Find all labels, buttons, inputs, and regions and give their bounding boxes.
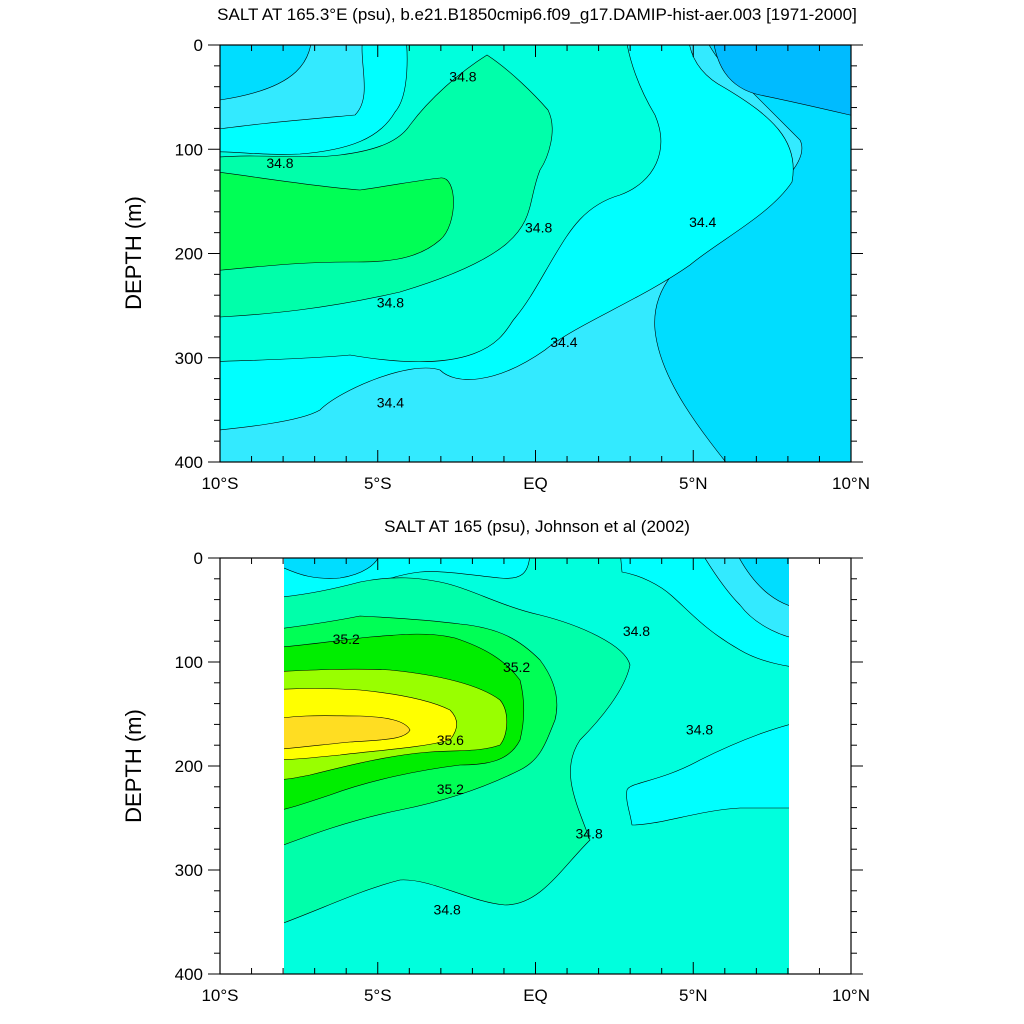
panel-2-title: SALT AT 165 (psu), Johnson et al (2002) — [384, 517, 690, 536]
panel-2: SALT AT 165 (psu), Johnson et al (2002) — [121, 517, 870, 1005]
contour-label: 34.8 — [623, 623, 650, 639]
contour-label: 34.4 — [377, 395, 404, 411]
fill-34-4-tl — [284, 558, 379, 579]
y-tick-label: 400 — [175, 453, 203, 472]
contour-label: 34.8 — [377, 294, 404, 310]
panel-2-contour-fill — [284, 558, 789, 974]
panel-2-ylabel: DEPTH (m) — [121, 709, 146, 823]
panel-1-contour-fill — [220, 45, 851, 462]
x-tick-label: 5°N — [679, 474, 708, 493]
contour-label: 34.8 — [449, 68, 476, 84]
fill-35-2 — [220, 172, 454, 271]
fill-freshest — [713, 45, 851, 116]
fill-34-2-tr — [738, 558, 789, 606]
fill-36-0 — [284, 715, 411, 750]
contour-label: 34.8 — [434, 902, 461, 918]
x-tick-label: 5°S — [364, 986, 392, 1005]
panel-1-contour-labels: 34.8 34.8 34.8 34.4 34.8 34.4 34.4 — [266, 68, 716, 411]
contour-label: 34.4 — [689, 214, 716, 230]
panel-1-title: SALT AT 165.3°E (psu), b.e21.B1850cmip6.… — [217, 5, 857, 24]
panel-1: SALT AT 165.3°E (psu), b.e21.B1850cmip6.… — [121, 5, 870, 493]
x-tick-label: 10°N — [832, 474, 870, 493]
y-tick-label: 0 — [194, 549, 203, 568]
contour-label: 35.2 — [503, 659, 530, 675]
contour-label: 34.8 — [576, 826, 603, 842]
contour-label: 35.6 — [437, 732, 464, 748]
y-tick-label: 300 — [175, 349, 203, 368]
fill-34-6-right — [626, 724, 789, 826]
contour-label: 34.4 — [550, 334, 577, 350]
y-tick-label: 300 — [175, 861, 203, 880]
x-tick-label: 10°S — [201, 474, 238, 493]
panel-2-ticks: 10°S 5°S EQ 5°N 10°N 0 100 200 300 400 — [175, 549, 870, 1005]
contour-label: 35.2 — [333, 631, 360, 647]
x-tick-label: 5°S — [364, 474, 392, 493]
y-tick-label: 0 — [194, 36, 203, 55]
contour-label: 35.2 — [437, 781, 464, 797]
x-tick-label: 10°N — [832, 986, 870, 1005]
y-tick-label: 200 — [175, 245, 203, 264]
x-tick-label: 5°N — [679, 986, 708, 1005]
x-tick-label: EQ — [523, 986, 548, 1005]
x-tick-label: EQ — [523, 474, 548, 493]
contour-label: 34.8 — [266, 155, 293, 171]
contour-label: 34.8 — [525, 219, 552, 235]
y-tick-label: 100 — [175, 140, 203, 159]
x-tick-label: 10°S — [201, 986, 238, 1005]
contour-label: 34.8 — [686, 722, 713, 738]
y-tick-label: 200 — [175, 757, 203, 776]
panel-1-ticks: 10°S 5°S EQ 5°N 10°N 0 100 200 300 400 — [175, 36, 870, 493]
panel-1-ylabel: DEPTH (m) — [121, 196, 146, 310]
panel-2-contour-labels: 35.2 35.2 34.8 34.8 35.6 35.2 34.8 34.8 — [333, 623, 714, 918]
y-tick-label: 400 — [175, 965, 203, 984]
y-tick-label: 100 — [175, 653, 203, 672]
